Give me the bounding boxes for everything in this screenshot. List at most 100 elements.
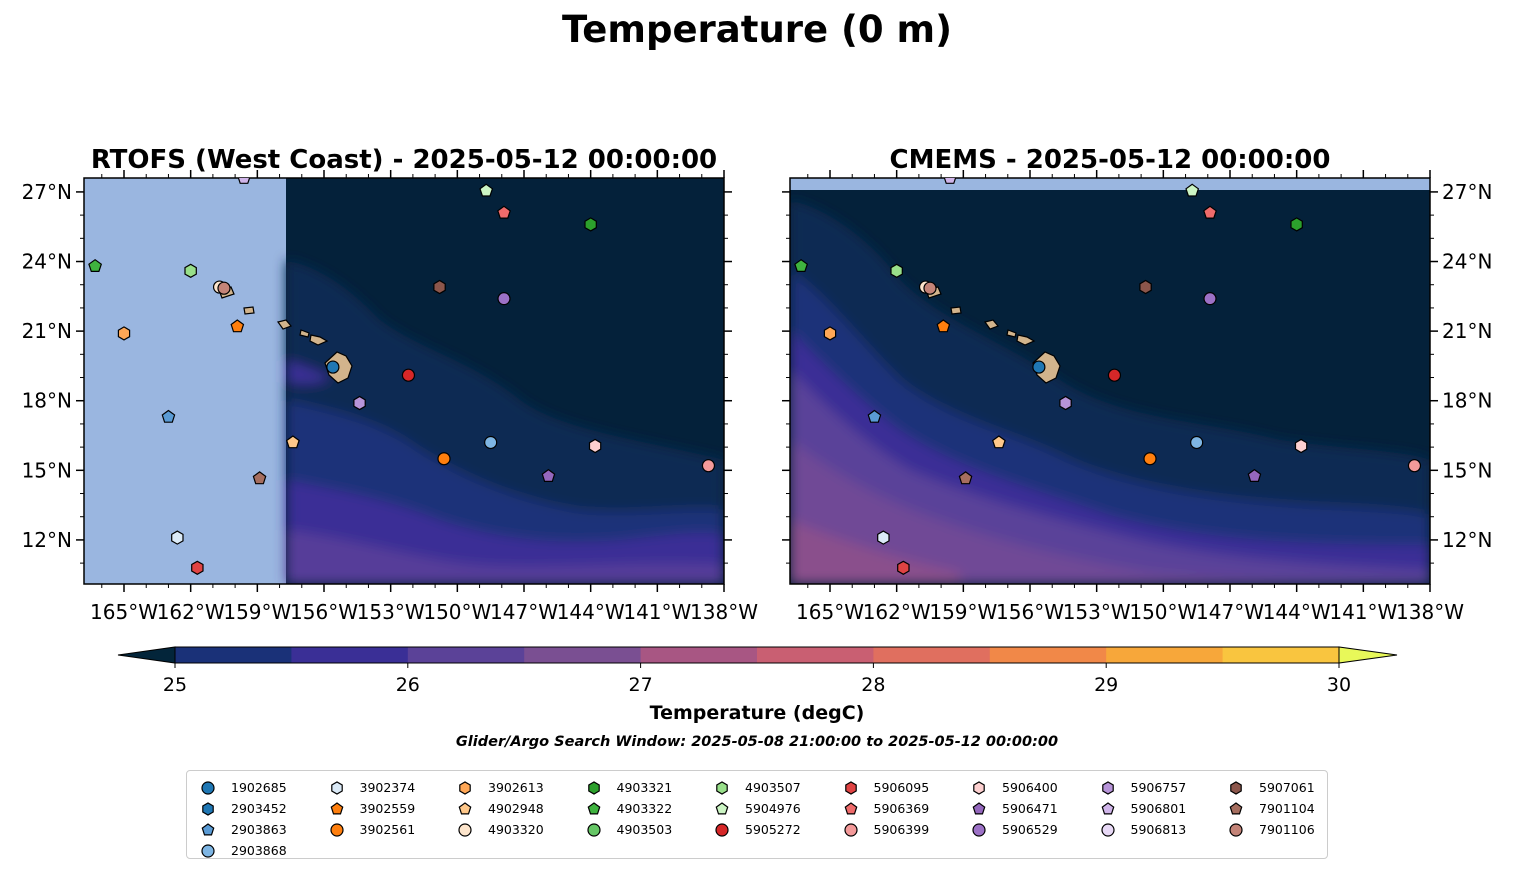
x-tick-label: 141°W	[1329, 600, 1397, 624]
float-marker-5906400	[1294, 438, 1308, 454]
x-tick-label: 150°W	[423, 600, 491, 624]
legend-label: 3902561	[359, 822, 416, 837]
float-marker-5906471	[541, 468, 556, 482]
x-tick-label: 159°W	[929, 600, 997, 624]
float-markers-cmems	[794, 178, 1422, 575]
legend-marker-icon	[844, 801, 857, 814]
legend-marker-icon	[586, 822, 601, 837]
legend-marker-icon	[202, 801, 214, 816]
legend-label: 2903452	[231, 801, 287, 816]
float-marker-4903321	[1290, 217, 1303, 232]
legend-marker-3902613	[459, 780, 471, 795]
colorbar-tick-label: 25	[163, 674, 187, 696]
float-marker-5907061	[433, 279, 446, 295]
axes-frame-cmems	[789, 177, 1431, 585]
legend-entry-4902948: 4902948	[452, 798, 544, 819]
legend-column: 5906095 5906369 5906399	[838, 777, 930, 840]
legend-label: 5906757	[1130, 780, 1187, 795]
legend-label: 5906529	[1002, 822, 1058, 837]
float-marker-5906529	[1203, 292, 1217, 306]
legend-marker-icon	[330, 801, 343, 814]
float-marker-5906757	[1059, 395, 1072, 411]
legend-marker-5906529	[972, 822, 986, 837]
float-marker-4903507	[890, 263, 903, 278]
legend-entry-4903507: 4903507	[709, 777, 801, 798]
x-tick-label: 138°W	[1396, 600, 1464, 624]
nodata-region-rtofs	[84, 178, 286, 584]
colorbar-segment	[640, 647, 758, 663]
legend-entry-5905272: 5905272	[709, 819, 801, 840]
float-marker-5906399	[701, 459, 716, 473]
legend-label: 5906801	[1130, 801, 1187, 816]
legend-label: 7901104	[1259, 801, 1315, 816]
y-tick-label: 15°N	[1442, 458, 1492, 482]
legend-label: 5906399	[873, 822, 930, 837]
panel-title-cmems: CMEMS - 2025-05-12 00:00:00	[890, 145, 1331, 175]
legend-marker-7901104	[1229, 801, 1243, 814]
panel-title-rtofs: RTOFS (West Coast) - 2025-05-12 00:00:00	[91, 145, 717, 175]
colorbar-segment	[873, 647, 991, 663]
float-marker-7901104	[958, 471, 973, 485]
legend-entry-1902685: 1902685	[195, 777, 287, 798]
y-tick-label: 21°N	[22, 319, 72, 343]
nodata-strip-cmems	[790, 178, 1430, 190]
legend-marker-icon	[458, 822, 472, 837]
y-tick-label: 21°N	[1442, 319, 1492, 343]
legend-label: 4903321	[616, 780, 673, 795]
float-marker-7901106	[923, 281, 937, 295]
legend-marker-icon	[1229, 801, 1243, 814]
float-marker-2903868	[1190, 435, 1204, 450]
legend-entry-5906801: 5906801	[1095, 798, 1187, 819]
legend-marker-icon	[330, 780, 343, 795]
legend-entry-2903452: 2903452	[195, 798, 287, 819]
legend-marker-5904976	[715, 801, 729, 814]
legend-label: 4903322	[616, 801, 673, 816]
float-marker-1902685	[326, 360, 340, 374]
colorbar-extend-low	[117, 646, 176, 664]
legend-column: 3902374 3902559 3902561	[324, 777, 416, 840]
legend-label: 5906400	[1002, 780, 1058, 795]
legend-label: 2903868	[231, 843, 287, 858]
legend-marker-icon	[843, 822, 858, 837]
legend-entry-3902374: 3902374	[324, 777, 415, 798]
sst-warm-bands-cmems	[790, 200, 1430, 584]
float-marker-1902685	[1032, 360, 1046, 374]
legend-marker-icon	[972, 801, 986, 814]
legend-column: 3902613 4902948 4903320	[452, 777, 544, 840]
legend-label: 4902948	[488, 801, 544, 816]
legend-marker-4903507	[716, 780, 728, 795]
legend-marker-icon	[201, 780, 215, 795]
legend-marker-icon	[1230, 780, 1242, 795]
x-tick-label: 138°W	[690, 600, 758, 624]
legend-marker-icon	[1101, 801, 1114, 814]
float-marker-4903321	[584, 217, 597, 232]
legend-label: 3902613	[488, 780, 544, 795]
x-tick-label: 162°W	[157, 600, 225, 624]
float-marker-4902948	[285, 435, 300, 449]
legend-marker-icon	[716, 780, 728, 795]
float-marker-7901104	[252, 471, 267, 485]
float-marker-2903868	[484, 435, 498, 450]
legend-entry-5906471: 5906471	[966, 798, 1058, 819]
legend-marker-1902685	[201, 780, 215, 795]
panel-cmems: CMEMS - 2025-05-12 00:00:00 165°W162°W15…	[782, 145, 1492, 624]
legend-entry-4903503: 4903503	[581, 819, 672, 840]
x-tick-label: 147°W	[490, 600, 558, 624]
legend-entry-4903320: 4903320	[452, 819, 544, 840]
float-marker-5906095	[191, 560, 204, 575]
legend-entry-3902613: 3902613	[452, 777, 544, 798]
islands-cmems	[925, 286, 1061, 384]
colorbar-tick-label: 29	[1094, 674, 1118, 696]
colorbar-segment	[989, 647, 1107, 663]
legend-entry-4903321: 4903321	[581, 777, 673, 798]
x-tick-label: 165°W	[90, 600, 158, 624]
x-tick-label: 147°W	[1196, 600, 1264, 624]
legend-marker-4903321	[587, 780, 600, 795]
float-marker-3902561	[1143, 452, 1157, 466]
legend-marker-icon	[715, 822, 729, 837]
x-tick-label: 144°W	[557, 600, 625, 624]
legend-marker-icon	[1100, 822, 1115, 837]
legend-marker-icon	[1229, 822, 1243, 837]
float-marker-5906757	[353, 395, 366, 411]
x-tick-label: 153°W	[1063, 600, 1131, 624]
